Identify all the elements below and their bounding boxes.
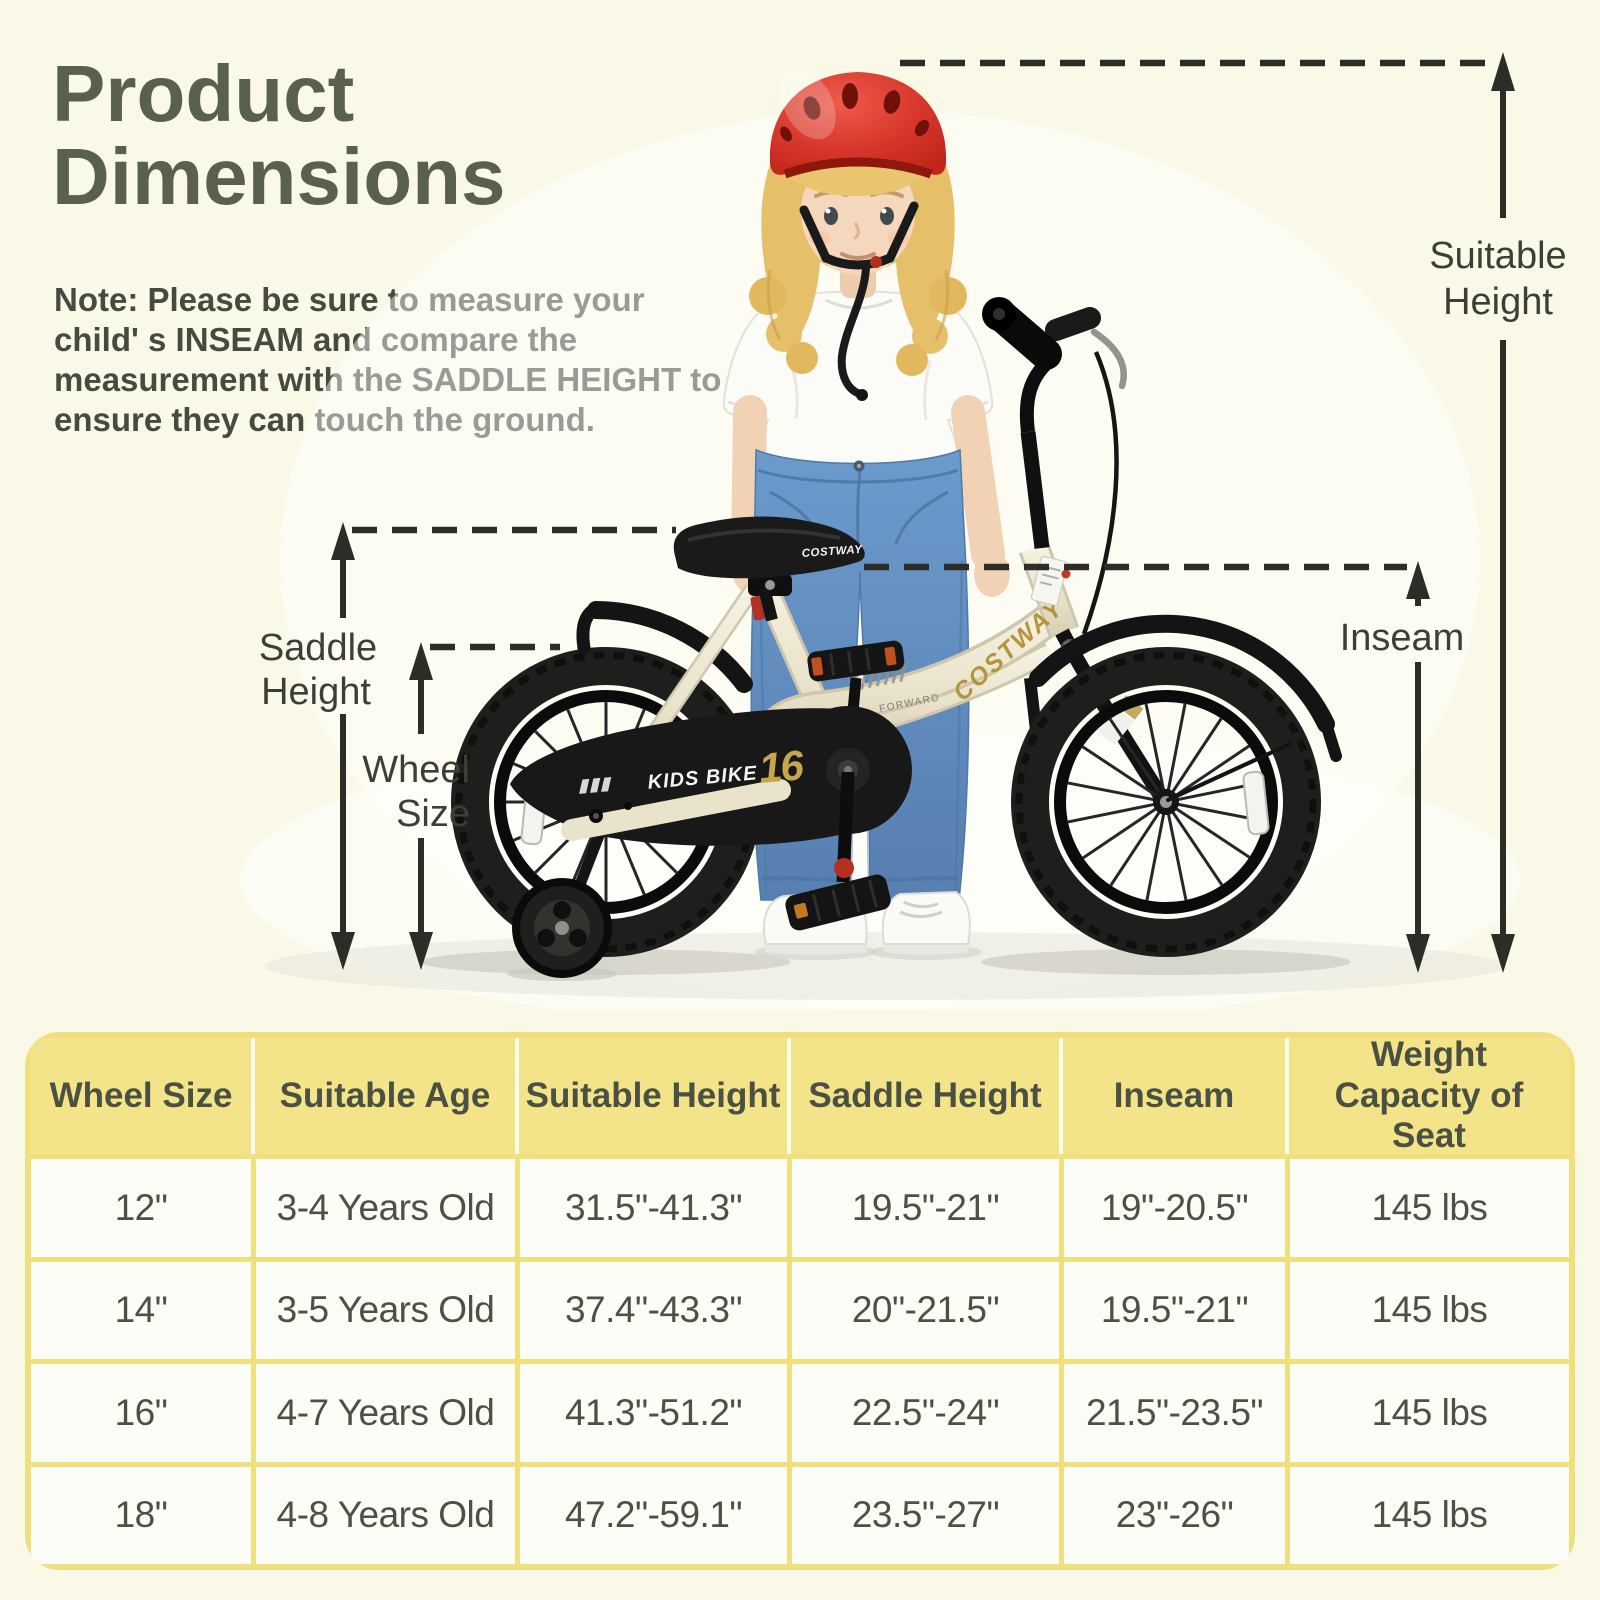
cell-wheel-size: 14" [31, 1256, 251, 1359]
brake-cable [1081, 351, 1119, 635]
cell-saddle-height: 22.5"-24" [787, 1359, 1059, 1462]
cell-weight-capacity: 145 lbs [1285, 1461, 1569, 1564]
front-wheel-reflector [1242, 770, 1270, 836]
saddle-height-label-line2: Height [261, 671, 371, 713]
face [788, 149, 928, 275]
dimension-annotations: Suitable Height Inseam Saddle Height Whe… [259, 52, 1567, 973]
col-header-suitable-age: Suitable Age [251, 1038, 515, 1154]
spec-table: Wheel Size Suitable Age Suitable Height … [25, 1032, 1575, 1570]
cell-suitable-age: 3-5 Years Old [251, 1256, 515, 1359]
cell-suitable-height: 37.4"-43.3" [515, 1256, 787, 1359]
saddle-height-label-line1: Saddle [259, 627, 377, 669]
saddle: COSTWAY [673, 516, 865, 622]
col-header-saddle-height: Saddle Height [787, 1038, 1059, 1154]
col-header-suitable-height: Suitable Height [515, 1038, 787, 1154]
product-photo-illustration: COSTWAY FORWARD [240, 52, 1567, 1010]
bike: COSTWAY FORWARD [451, 297, 1342, 978]
cell-suitable-height: 47.2"-59.1" [515, 1461, 787, 1564]
cell-saddle-height: 20"-21.5" [787, 1256, 1059, 1359]
inseam-label: Inseam [1340, 617, 1465, 659]
helmet-vents [780, 83, 930, 142]
cell-inseam: 23"-26" [1059, 1461, 1285, 1564]
cell-saddle-height: 23.5"-27" [787, 1461, 1059, 1564]
wheel-size-label-line2: Size [396, 793, 470, 835]
cell-wheel-size: 16" [31, 1359, 251, 1462]
cell-suitable-age: 4-8 Years Old [251, 1461, 515, 1564]
cell-weight-capacity: 145 lbs [1285, 1359, 1569, 1462]
col-header-weight-capacity: Weight Capacity of Seat [1285, 1035, 1569, 1155]
measurement-note: Note: Please be sure to measure your chi… [54, 281, 722, 438]
helmet-strap [799, 201, 919, 398]
training-wheel [512, 800, 618, 978]
front-wheel [1011, 647, 1321, 957]
cell-wheel-size: 18" [31, 1461, 251, 1564]
wheel-size-label-line1: Wheel [362, 749, 470, 791]
cell-suitable-height: 41.3"-51.2" [515, 1359, 787, 1462]
cell-suitable-age: 3-4 Years Old [251, 1154, 515, 1257]
front-fender [1029, 614, 1342, 802]
cell-wheel-size: 12" [31, 1154, 251, 1257]
measure-lines [340, 88, 1506, 938]
rear-fender [576, 601, 753, 693]
page-title: Product Dimensions [52, 49, 506, 222]
cell-inseam: 21.5"-23.5" [1059, 1359, 1285, 1462]
col-header-wheel-size: Wheel Size [31, 1038, 251, 1154]
cell-suitable-height: 31.5"-41.3" [515, 1154, 787, 1257]
cell-weight-capacity: 145 lbs [1285, 1256, 1569, 1359]
near-pedal [785, 771, 891, 931]
helmet [769, 68, 947, 401]
saddle-brand: COSTWAY [801, 544, 863, 560]
cell-saddle-height: 19.5"-21" [787, 1154, 1059, 1257]
suitable-height-label-line2: Height [1443, 281, 1553, 323]
cell-inseam: 19.5"-21" [1059, 1256, 1285, 1359]
col-header-inseam: Inseam [1059, 1038, 1285, 1154]
svg-text:16: 16 [757, 741, 806, 792]
cell-suitable-age: 4-7 Years Old [251, 1359, 515, 1462]
cell-inseam: 19"-20.5" [1059, 1154, 1285, 1257]
suitable-height-label-line1: Suitable [1429, 235, 1566, 277]
arrowheads [331, 52, 1515, 973]
cell-weight-capacity: 145 lbs [1285, 1154, 1569, 1257]
handlebar [982, 297, 1127, 635]
brake-lever [1090, 328, 1127, 390]
